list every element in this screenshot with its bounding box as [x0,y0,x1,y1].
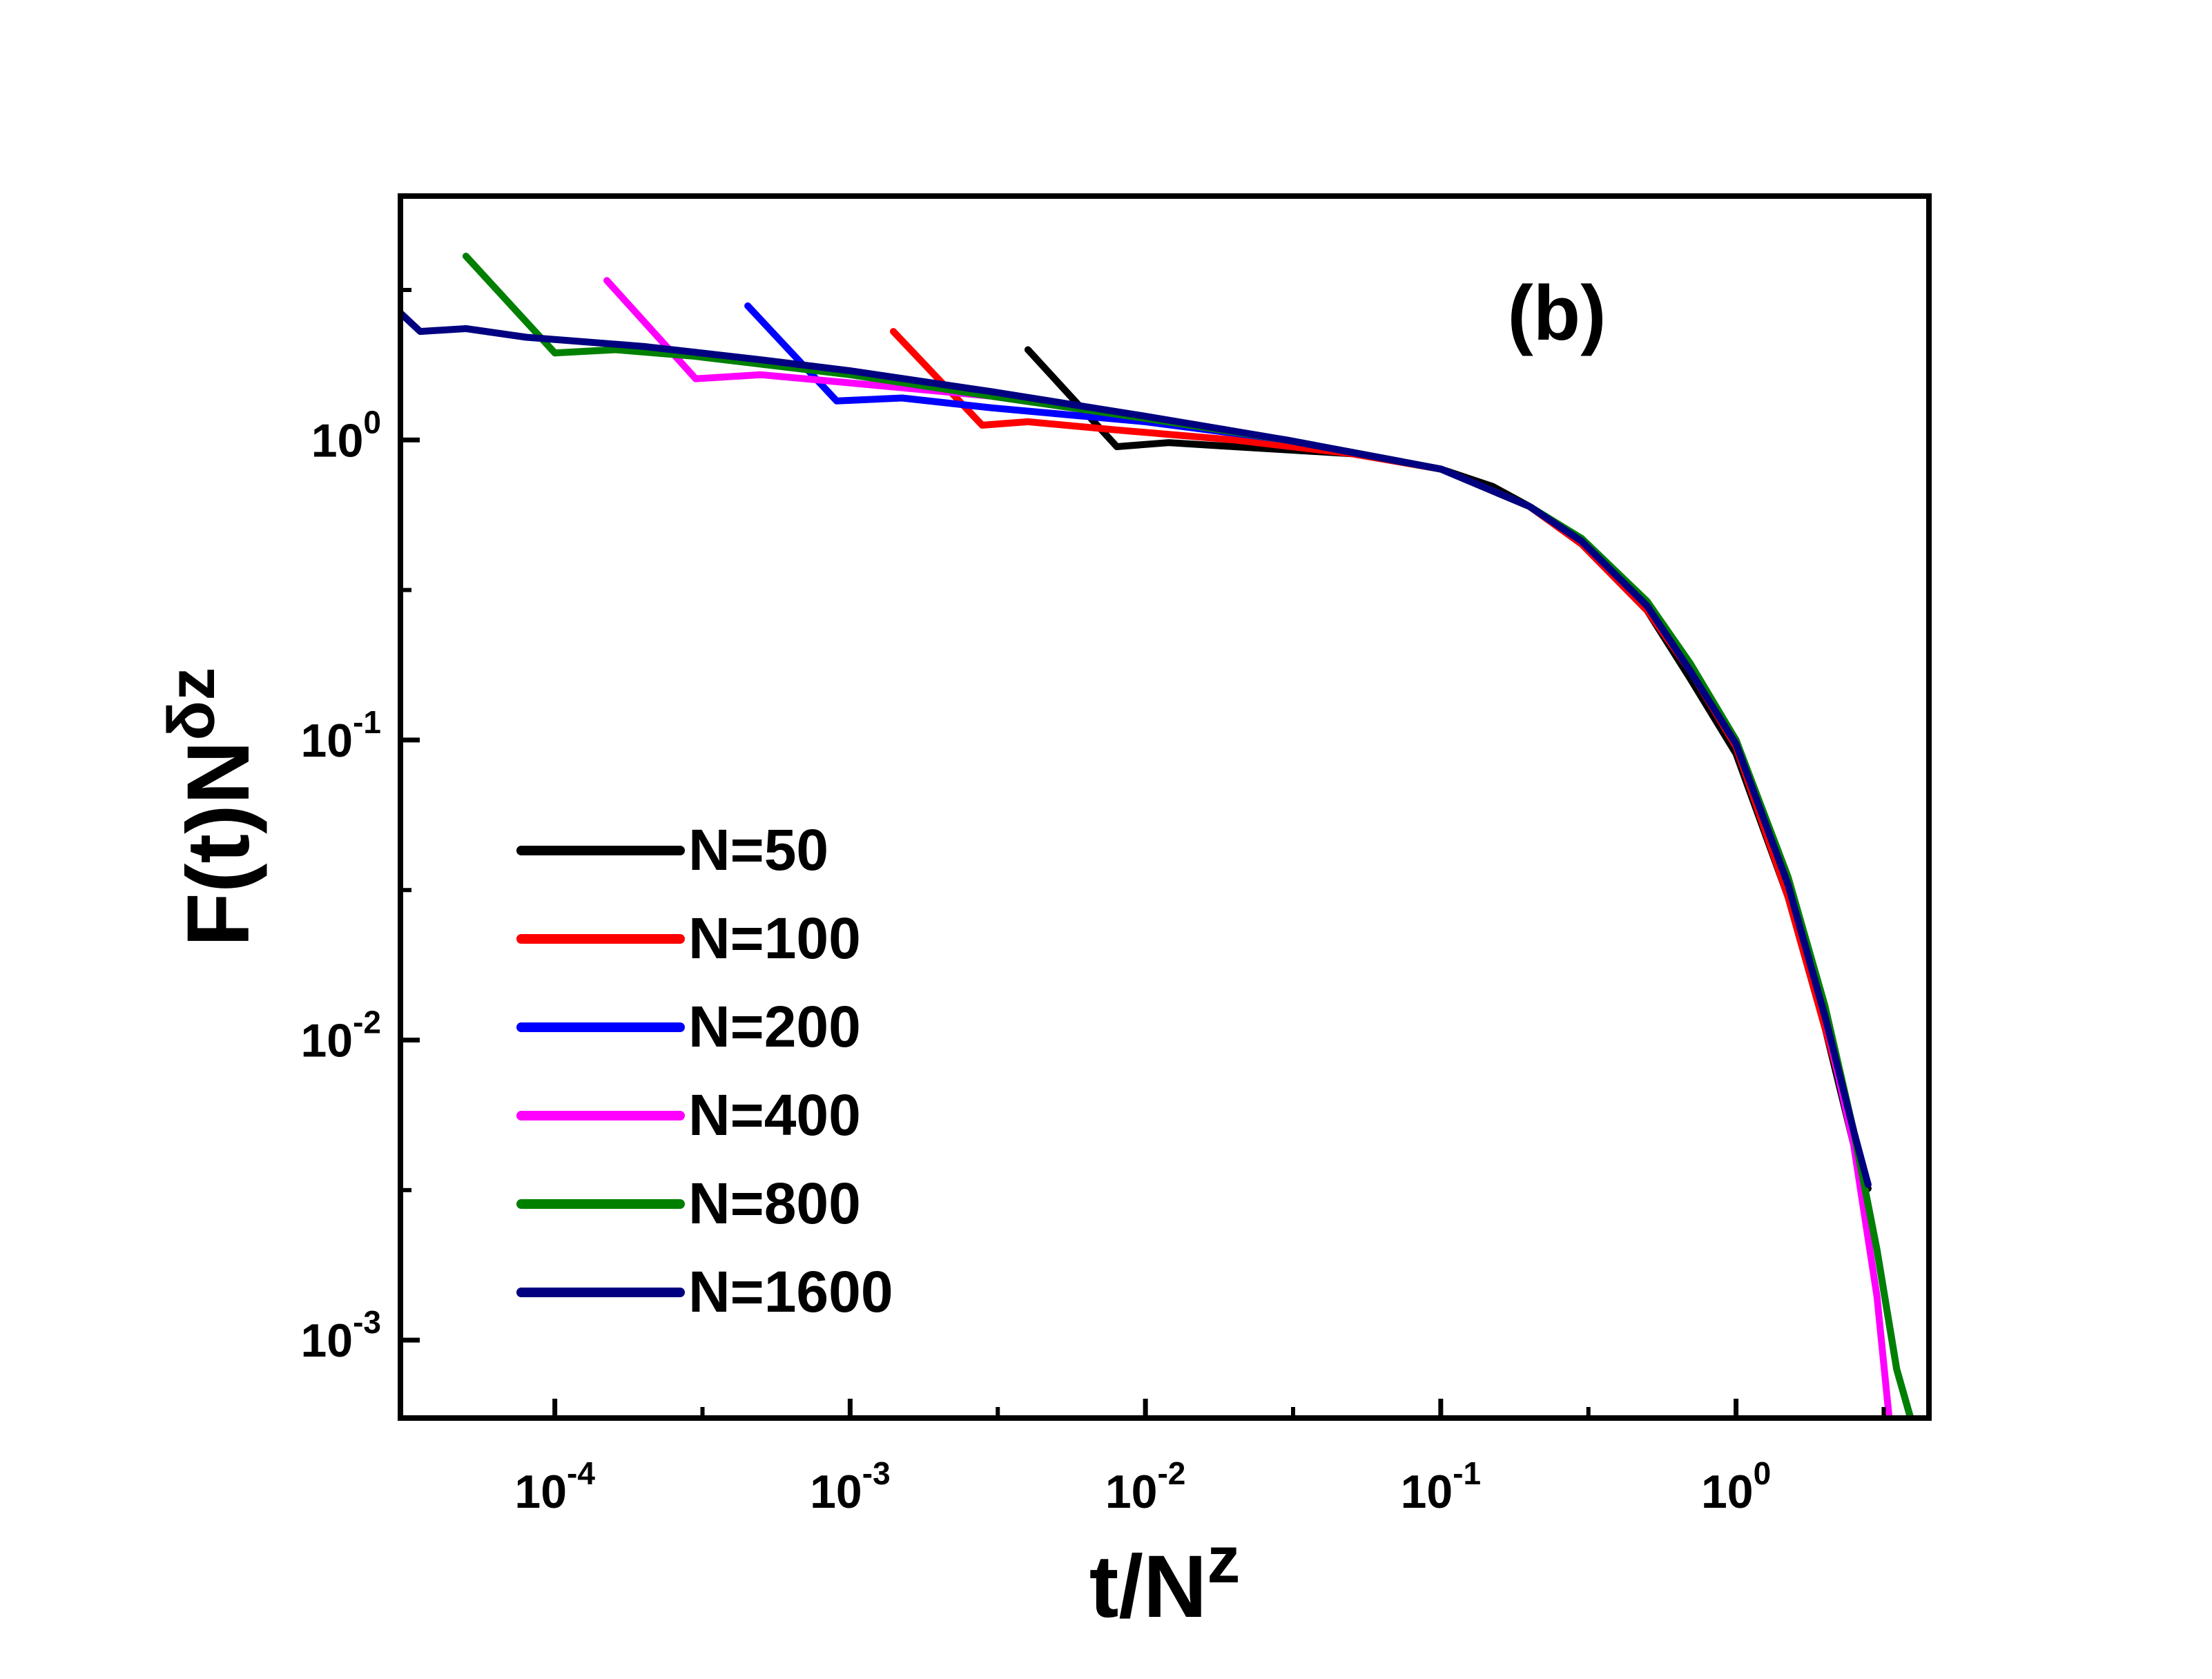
x-axis-title-sup: z [1207,1523,1240,1597]
legend-label: N=50 [688,817,828,882]
y-axis-title: F(t)Nδz [155,668,268,947]
series-layer [400,253,1914,1418]
x-axis-title-base: t/N [1089,1537,1207,1636]
y-axis-title-base: F(t)N [169,741,268,947]
y-tick-label: 100 [311,404,381,467]
y-tick-label: 10-1 [300,704,381,767]
x-tick-label: 10-3 [810,1455,891,1518]
legend-label: N=400 [688,1083,861,1147]
panel-label: (b) [1507,270,1606,356]
legend-label: N=200 [688,994,861,1059]
x-axis-title: t/Nz [1089,1523,1241,1636]
y-tick-label: 10-3 [300,1304,381,1367]
legend: N=50 N=100 N=200 N=400 N=800 N=1600 [516,817,893,1324]
legend-label: N=1600 [688,1259,893,1324]
y-tick-label: 10-2 [300,1005,381,1067]
x-tick-label: 100 [1701,1455,1771,1518]
axis-layer: 10-4 10-3 10-2 10-1 100 10-3 10-2 10-1 100 [300,287,1886,1518]
series-line-n-100 [889,328,1857,1134]
legend-label: N=100 [688,906,861,971]
plot-frame [398,193,1932,1421]
legend-label: N=800 [688,1171,861,1236]
x-tick-label: 10-2 [1105,1455,1186,1518]
x-tick-label: 10-4 [514,1455,595,1518]
y-axis-title-sup: δz [155,668,229,741]
x-tick-label: 10-1 [1401,1455,1482,1518]
series-line-n-1600 [400,309,1872,1188]
series-line-n-200 [744,302,1914,1418]
